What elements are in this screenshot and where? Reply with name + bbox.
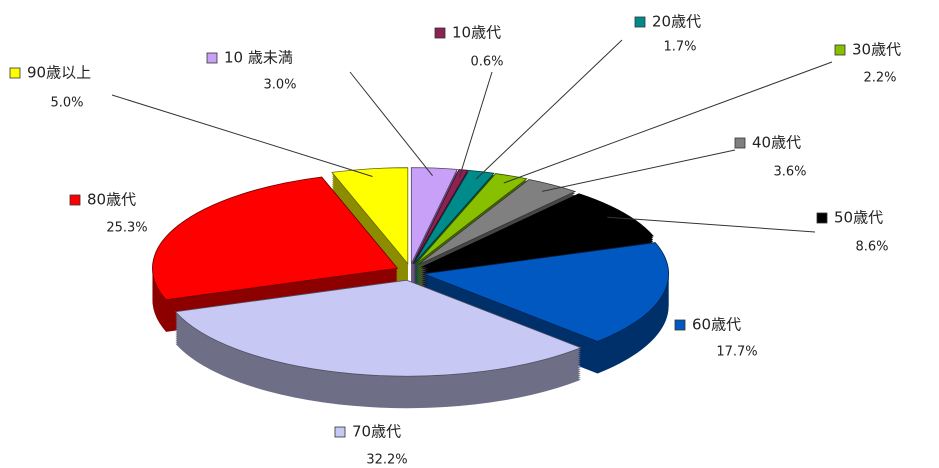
legend-swatch (834, 44, 846, 56)
slice (417, 179, 577, 266)
leader-line (111, 94, 373, 177)
leader-line (503, 61, 833, 184)
value-label: 2.2% (863, 71, 896, 86)
slice (421, 193, 654, 268)
slice-group (174, 279, 582, 409)
slice (410, 167, 458, 264)
value-label: 3.6% (773, 165, 806, 180)
legend-swatch (334, 426, 346, 438)
value-label: 8.6% (855, 240, 888, 255)
legend-swatch (206, 52, 218, 64)
category-label: 30歳代 (852, 41, 901, 59)
legend-swatch (434, 27, 446, 39)
category-label: 40歳代 (752, 134, 801, 152)
legend-swatch (674, 319, 686, 331)
value-label: 0.6% (470, 55, 503, 70)
category-label: 80歳代 (87, 191, 136, 209)
legend-swatch (816, 212, 828, 224)
slice (413, 169, 495, 265)
value-label: 3.0% (263, 78, 296, 93)
leader-line (349, 71, 433, 177)
category-label: 90歳以上 (27, 64, 91, 82)
slice (412, 169, 469, 264)
leader-line (475, 39, 623, 180)
value-label: 32.2% (366, 453, 407, 468)
value-label: 5.0% (50, 96, 83, 111)
category-label: 60歳代 (692, 316, 741, 334)
value-label: 1.7% (663, 40, 696, 55)
value-label: 17.7% (716, 345, 757, 360)
leader-line (607, 216, 816, 233)
category-label: 10歳代 (452, 24, 501, 42)
legend-swatch (734, 137, 746, 149)
slice-group (423, 242, 670, 374)
slice (415, 173, 528, 265)
leader-line (542, 149, 736, 192)
value-label: 25.3% (106, 221, 147, 236)
legend-swatch (634, 16, 646, 28)
slice (174, 279, 582, 377)
slice (152, 176, 399, 301)
category-label: 50歳代 (834, 209, 883, 227)
category-label: 10 歳未満 (224, 49, 293, 67)
legend-swatch (69, 194, 81, 206)
slice (331, 167, 409, 265)
legend-swatch (9, 67, 21, 79)
category-label: 20歳代 (652, 13, 701, 31)
leader-line (458, 71, 493, 178)
category-label: 70歳代 (352, 423, 401, 441)
slice (423, 242, 670, 342)
